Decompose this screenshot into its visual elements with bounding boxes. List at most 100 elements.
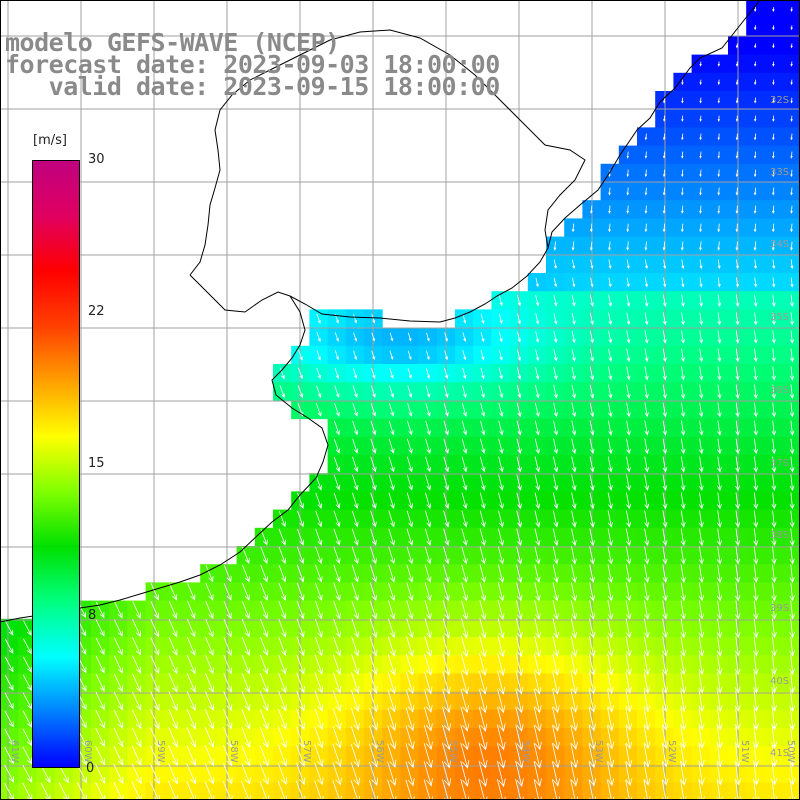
wind-arrow	[553, 349, 558, 362]
wind-arrow	[644, 133, 648, 141]
wind-arrow	[699, 97, 702, 104]
wind-arrow	[296, 636, 305, 657]
wind-arrow	[626, 205, 630, 214]
wind-arrow	[571, 456, 577, 473]
wind-arrow	[753, 169, 757, 178]
wind-arrow	[661, 762, 669, 786]
wind-arrow	[516, 402, 522, 418]
wind-arrow	[333, 474, 341, 491]
wind-arrow	[371, 314, 376, 324]
wind-arrow	[406, 492, 413, 510]
wind-arrow	[461, 582, 468, 602]
wind-arrow	[425, 402, 431, 417]
wind-arrow	[552, 671, 560, 695]
wind-arrow	[186, 709, 196, 730]
wind-arrow	[4, 728, 14, 746]
wind-arrow	[534, 510, 541, 528]
wind-arrow	[113, 637, 123, 656]
coastline-argentina	[0, 295, 329, 623]
wind-arrow	[753, 564, 759, 584]
wind-arrow	[643, 725, 651, 750]
wind-arrow	[752, 690, 759, 712]
wind-arrow	[168, 745, 178, 767]
wind-arrow	[680, 564, 686, 584]
wind-arrow	[771, 492, 777, 510]
wind-arrow	[790, 97, 793, 104]
wind-arrow	[717, 241, 721, 251]
wind-arrow	[680, 744, 687, 768]
wind-arrow	[789, 618, 795, 639]
wind-arrow	[425, 385, 431, 398]
wind-arrow	[241, 618, 250, 638]
wind-arrow	[371, 368, 376, 379]
wind-arrow	[680, 528, 686, 547]
wind-arrow	[498, 367, 503, 380]
wind-arrow	[552, 635, 560, 658]
wind-arrow	[571, 294, 576, 307]
wind-arrow	[699, 330, 704, 344]
wind-arrow	[626, 187, 630, 196]
wind-arrow	[790, 294, 794, 308]
wind-arrow	[296, 654, 305, 675]
wind-arrow	[752, 708, 759, 731]
wind-arrow	[551, 761, 560, 787]
lat-label-34s: 34S	[770, 239, 790, 250]
wind-arrow	[95, 763, 106, 784]
wind-arrow	[149, 745, 160, 767]
wind-arrow	[608, 241, 611, 251]
wind-arrow	[644, 528, 650, 547]
wind-arrow	[278, 690, 287, 712]
wind-arrow	[680, 330, 685, 344]
wind-arrow	[424, 689, 433, 713]
wind-arrow	[625, 743, 633, 768]
wind-arrow	[662, 133, 666, 141]
wind-arrow	[497, 600, 505, 621]
wind-arrow	[534, 600, 541, 621]
wind-arrow	[790, 79, 793, 86]
wind-arrow	[698, 762, 705, 786]
wind-arrow	[789, 672, 796, 694]
wind-arrow	[407, 402, 413, 417]
wind-arrow	[571, 402, 577, 418]
wind-arrow	[608, 366, 613, 381]
wind-arrow	[643, 743, 651, 768]
wind-arrow	[516, 367, 522, 380]
wind-arrow	[734, 690, 741, 712]
wind-arrow	[698, 600, 705, 620]
wind-arrow	[424, 528, 432, 546]
wind-arrow	[644, 438, 649, 455]
wind-arrow	[680, 546, 686, 565]
wind-arrow	[699, 223, 702, 233]
wind-arrow	[242, 564, 250, 583]
wind-arrow	[405, 689, 415, 713]
wind-arrow	[332, 726, 342, 749]
wind-arrow	[734, 762, 742, 786]
wind-arrow	[22, 656, 32, 673]
wind-arrow	[350, 762, 360, 786]
wind-arrow	[753, 438, 758, 455]
wind-arrow	[734, 636, 741, 657]
wind-arrow	[644, 456, 650, 473]
wind-arrow	[735, 223, 739, 233]
wind-arrow	[588, 689, 596, 713]
wind-arrow	[790, 241, 793, 251]
wind-arrow	[131, 745, 142, 766]
wind-arrow	[297, 510, 304, 528]
wind-arrow	[681, 277, 685, 288]
wind-arrow	[770, 744, 778, 768]
wind-arrow	[534, 582, 541, 602]
wind-arrow	[387, 689, 397, 713]
wind-arrow	[626, 438, 631, 455]
wind-arrow	[608, 312, 613, 326]
wind-arrow	[680, 402, 686, 418]
wind-arrow	[443, 510, 450, 528]
colorbar-tick-30: 30	[88, 152, 105, 167]
colorbar-tick-15: 15	[88, 456, 105, 471]
wind-arrow	[186, 745, 197, 767]
wind-arrow	[553, 456, 559, 473]
wind-arrow	[662, 456, 668, 473]
wind-arrow	[552, 582, 559, 602]
wind-cell	[782, 618, 800, 638]
wind-arrow	[734, 600, 741, 620]
wind-arrow	[352, 385, 358, 398]
